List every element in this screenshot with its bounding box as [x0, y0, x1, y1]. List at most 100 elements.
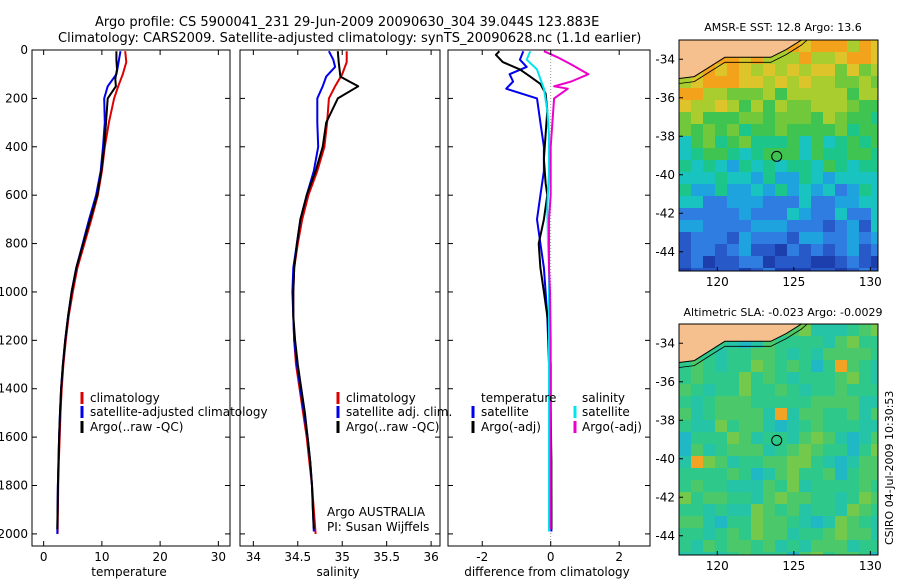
- map-cell: [799, 480, 812, 493]
- map-cell: [871, 220, 878, 233]
- map-cell: [811, 492, 824, 505]
- map-cell: [703, 420, 716, 433]
- map-cell: [799, 336, 812, 349]
- map-cell: [739, 208, 752, 221]
- map-cell: [775, 444, 788, 457]
- map-cell: [727, 208, 740, 221]
- map-cell: [799, 408, 812, 421]
- map-cell: [811, 420, 824, 433]
- map-cell: [727, 160, 740, 173]
- map-cell: [799, 324, 812, 337]
- map-cell: [691, 208, 704, 221]
- map-cell: [787, 432, 800, 445]
- map-cell: [823, 420, 836, 433]
- map-cell: [727, 148, 740, 161]
- map-cell: [871, 360, 878, 373]
- map-cell: [751, 172, 764, 185]
- map-cell: [715, 256, 728, 269]
- shelf-contour: [679, 324, 808, 368]
- map-cell: [691, 76, 704, 89]
- map-cell: [835, 540, 848, 553]
- map-cell: [691, 184, 704, 197]
- map-cell: [787, 456, 800, 469]
- map-cell: [679, 432, 692, 445]
- map-cell: [715, 244, 728, 257]
- map-cell: [679, 540, 692, 553]
- map-cell: [775, 552, 788, 555]
- map-cell: [775, 220, 788, 233]
- map-cell: [763, 124, 776, 137]
- map-cell: [739, 172, 752, 185]
- map-cell: [679, 100, 692, 113]
- map-cell: [703, 208, 716, 221]
- map-cell: [835, 40, 848, 53]
- map-cell: [799, 432, 812, 445]
- map-cell: [871, 348, 878, 361]
- map-cell: [703, 172, 716, 185]
- map-cell: [775, 516, 788, 529]
- map-cell: [871, 64, 878, 77]
- map-cell: [715, 372, 728, 385]
- map-cell: [727, 184, 740, 197]
- map-cell: [739, 88, 752, 101]
- map-cell: [823, 504, 836, 517]
- map-cell: [871, 528, 878, 541]
- map-cell: [751, 348, 764, 361]
- y-tick-label: 0: [20, 43, 28, 57]
- map-cell: [823, 348, 836, 361]
- map-cell: [799, 492, 812, 505]
- map-cell: [727, 408, 740, 421]
- map-cell: [679, 444, 692, 457]
- map-cell: [799, 100, 812, 113]
- series-line-satellite-adjusted-climatology: [56, 51, 122, 534]
- map-cell: [739, 432, 752, 445]
- map-cell: [703, 148, 716, 161]
- map-cell: [715, 456, 728, 469]
- map-cell: [715, 172, 728, 185]
- map-cell: [859, 172, 872, 185]
- map-cell: [871, 552, 878, 555]
- map-cell: [727, 100, 740, 113]
- map-cell: [847, 492, 860, 505]
- map-cell: [823, 516, 836, 529]
- map-cell: [787, 408, 800, 421]
- map-cell: [823, 552, 836, 555]
- salinity-legend: climatology satellite adj. clim. Argo(..…: [336, 391, 452, 434]
- map-cell: [799, 184, 812, 197]
- map-cell: [763, 432, 776, 445]
- map-cell: [691, 148, 704, 161]
- map-cell: [859, 184, 872, 197]
- map-cell: [727, 480, 740, 493]
- map-y-tick-label: -42: [655, 206, 675, 220]
- map-cell: [715, 136, 728, 149]
- map-cell: [751, 148, 764, 161]
- map-cell: [679, 396, 692, 409]
- map-cell: [811, 76, 824, 89]
- map-cell: [715, 420, 728, 433]
- y-tick-label: 600: [5, 188, 28, 202]
- map-cell: [763, 420, 776, 433]
- map-cell: [751, 196, 764, 209]
- map-cell: [679, 420, 692, 433]
- map-cell: [835, 196, 848, 209]
- map-cell: [871, 504, 878, 517]
- map-cell: [787, 184, 800, 197]
- sst-map: 120 125 130 -34 -36 -38 -40 -42 -44: [655, 39, 882, 289]
- map-cell: [847, 64, 860, 77]
- map-cell: [811, 160, 824, 173]
- map-cell: [727, 504, 740, 517]
- map-cell: [715, 220, 728, 233]
- map-cell: [835, 268, 848, 271]
- map-cell: [703, 196, 716, 209]
- map-cell: [811, 196, 824, 209]
- map-cell: [715, 348, 728, 361]
- map-y-tick-label: -36: [655, 91, 675, 105]
- series-line-salinity-argo-adj: [543, 50, 590, 530]
- map-cell: [847, 100, 860, 113]
- map-cell: [835, 64, 848, 77]
- map-cell: [811, 324, 824, 337]
- map-cell: [703, 112, 716, 125]
- map-cell: [703, 136, 716, 149]
- map-y-tick-label: -34: [655, 336, 675, 350]
